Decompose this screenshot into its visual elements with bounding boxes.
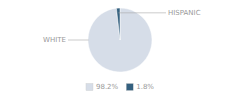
pie — [88, 8, 152, 72]
leader-line — [68, 40, 89, 41]
legend-label: 1.8% — [136, 83, 154, 91]
slice-label: WHITE — [43, 36, 66, 44]
legend-swatch — [86, 84, 93, 91]
legend-swatch — [126, 84, 133, 91]
legend-item: 1.8% — [126, 83, 154, 91]
pie-slice — [88, 8, 152, 72]
legend-item: 98.2% — [86, 83, 119, 91]
leader-line — [118, 12, 166, 13]
legend: 98.2% 1.8% — [86, 83, 154, 91]
annotations: WHITE HISPANIC — [43, 9, 201, 44]
slice-label: HISPANIC — [168, 9, 201, 17]
legend-label: 98.2% — [96, 83, 119, 91]
chart: WHITE HISPANIC 98.2% 1.8% — [0, 0, 240, 100]
